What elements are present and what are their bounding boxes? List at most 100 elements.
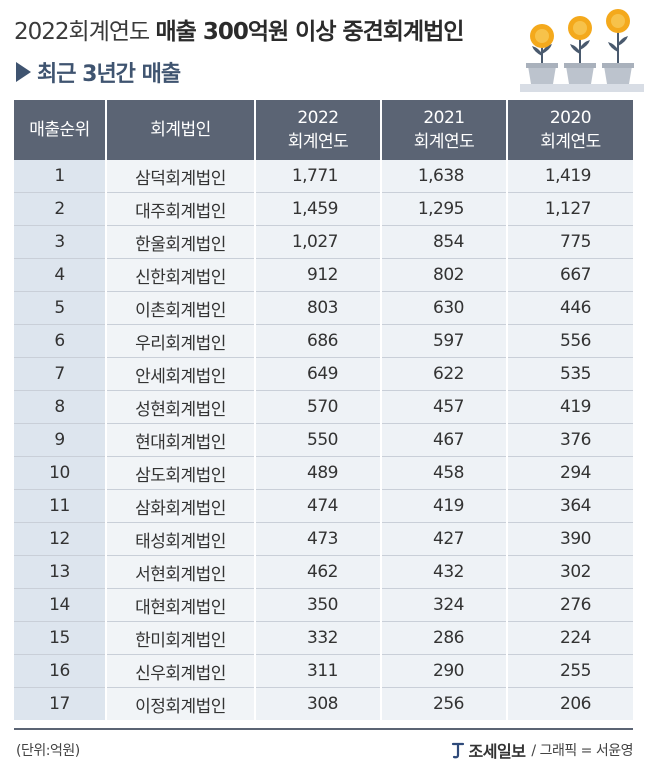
cell-2020: 535 — [506, 357, 633, 391]
cell-rank: 10 — [14, 456, 106, 490]
cell-2020: 364 — [506, 489, 633, 523]
cell-firm: 태성회계법인 — [105, 522, 255, 556]
cell-2020: 376 — [506, 423, 633, 457]
header-rank: 매출순위 — [14, 100, 106, 160]
cell-rank: 17 — [14, 687, 106, 720]
cell-2020: 419 — [506, 390, 633, 424]
cell-2021: 457 — [380, 390, 507, 424]
cell-2022: 912 — [254, 258, 381, 292]
cell-2020: 294 — [506, 456, 633, 490]
cell-2021: 290 — [380, 654, 507, 688]
cell-rank: 2 — [14, 192, 106, 226]
cell-2021: 854 — [380, 225, 507, 259]
cell-rank: 15 — [14, 621, 106, 655]
table-row: 2 대주회계법인 1,459 1,295 1,127 — [14, 192, 633, 226]
subtitle: 최근 3년간 매출 — [16, 56, 181, 88]
cell-firm: 서현회계법인 — [105, 555, 255, 589]
table-row: 1 삼덕회계법인 1,771 1,638 1,419 — [14, 160, 633, 193]
cell-2022: 308 — [254, 687, 381, 720]
cell-2021: 630 — [380, 291, 507, 325]
table-row: 16 신우회계법인 311 290 255 — [14, 654, 633, 688]
header-firm: 회계법인 — [105, 100, 255, 160]
cell-rank: 4 — [14, 258, 106, 292]
cell-2021: 458 — [380, 456, 507, 490]
table-row: 11 삼화회계법인 474 419 364 — [14, 489, 633, 523]
cell-firm: 성현회계법인 — [105, 390, 255, 424]
publisher-logo: 조세일보 — [468, 742, 526, 761]
cell-2022: 570 — [254, 390, 381, 424]
revenue-table: 매출순위 회계법인 2022 회계연도 2021 회계연도 2020 회계연도 1 삼덕… — [14, 100, 633, 720]
logo-mark-icon — [451, 742, 464, 759]
title-year: 2022회계연도 — [14, 19, 150, 45]
table-row: 13 서현회계법인 462 432 302 — [14, 555, 633, 589]
cell-2021: 622 — [380, 357, 507, 391]
table-row: 3 한울회계법인 1,027 854 775 — [14, 225, 633, 259]
title-main: 매출 300억원 이상 중견회계법인 — [155, 19, 465, 45]
cell-2020: 667 — [506, 258, 633, 292]
credit: 조세일보 / 그래픽 = 서윤영 — [451, 738, 633, 762]
table-row: 17 이정회계법인 308 256 206 — [14, 687, 633, 720]
cell-firm: 현대회계법인 — [105, 423, 255, 457]
graphic-credit: / 그래픽 = 서윤영 — [531, 743, 633, 759]
cell-firm: 삼화회계법인 — [105, 489, 255, 523]
cell-2022: 686 — [254, 324, 381, 358]
cell-firm: 신한회계법인 — [105, 258, 255, 292]
cell-2020: 255 — [506, 654, 633, 688]
cell-rank: 12 — [14, 522, 106, 556]
cell-2020: 1,419 — [506, 160, 633, 193]
cell-2020: 390 — [506, 522, 633, 556]
cell-firm: 한미회계법인 — [105, 621, 255, 655]
cell-2021: 286 — [380, 621, 507, 655]
unit-note: (단위:억원) — [16, 743, 80, 759]
cell-2021: 427 — [380, 522, 507, 556]
cell-2021: 597 — [380, 324, 507, 358]
cell-2022: 462 — [254, 555, 381, 589]
table-row: 9 현대회계법인 550 467 376 — [14, 423, 633, 457]
table-row: 12 태성회계법인 473 427 390 — [14, 522, 633, 556]
table-header-row: 매출순위 회계법인 2022 회계연도 2021 회계연도 2020 회계연도 — [14, 100, 633, 160]
cell-rank: 16 — [14, 654, 106, 688]
cell-firm: 신우회계법인 — [105, 654, 255, 688]
cell-2022: 350 — [254, 588, 381, 622]
cell-firm: 대현회계법인 — [105, 588, 255, 622]
cell-rank: 7 — [14, 357, 106, 391]
cell-rank: 13 — [14, 555, 106, 589]
header-2022: 2022 회계연도 — [254, 100, 381, 160]
cell-2020: 446 — [506, 291, 633, 325]
table-row: 10 삼도회계법인 489 458 294 — [14, 456, 633, 490]
cell-2020: 775 — [506, 225, 633, 259]
cell-2021: 802 — [380, 258, 507, 292]
cell-firm: 이정회계법인 — [105, 687, 255, 720]
cell-firm: 안세회계법인 — [105, 357, 255, 391]
cell-rank: 14 — [14, 588, 106, 622]
cell-rank: 3 — [14, 225, 106, 259]
header-2021: 2021 회계연도 — [380, 100, 507, 160]
cell-2021: 419 — [380, 489, 507, 523]
cell-2022: 474 — [254, 489, 381, 523]
cell-rank: 1 — [14, 160, 106, 193]
cell-2022: 489 — [254, 456, 381, 490]
cell-2021: 1,295 — [380, 192, 507, 226]
cell-firm: 이촌회계법인 — [105, 291, 255, 325]
header-2020: 2020 회계연도 — [506, 100, 633, 160]
cell-2021: 1,638 — [380, 160, 507, 193]
table-row: 7 안세회계법인 649 622 535 — [14, 357, 633, 391]
table-row: 15 한미회계법인 332 286 224 — [14, 621, 633, 655]
table-row: 8 성현회계법인 570 457 419 — [14, 390, 633, 424]
triangle-right-icon — [16, 62, 31, 82]
table-row: 4 신한회계법인 912 802 667 — [14, 258, 633, 292]
cell-rank: 9 — [14, 423, 106, 457]
cell-2021: 432 — [380, 555, 507, 589]
cell-rank: 5 — [14, 291, 106, 325]
cell-rank: 6 — [14, 324, 106, 358]
cell-2020: 276 — [506, 588, 633, 622]
cell-2020: 206 — [506, 687, 633, 720]
cell-2021: 256 — [380, 687, 507, 720]
flower-pots-illustration — [520, 9, 644, 92]
cell-firm: 대주회계법인 — [105, 192, 255, 226]
revenue-table-container: 매출순위 회계법인 2022 회계연도 2021 회계연도 2020 회계연도 1 삼덕… — [14, 100, 633, 720]
cell-2022: 311 — [254, 654, 381, 688]
cell-2020: 1,127 — [506, 192, 633, 226]
cell-firm: 삼도회계법인 — [105, 456, 255, 490]
table-bottom-rule — [14, 728, 633, 730]
